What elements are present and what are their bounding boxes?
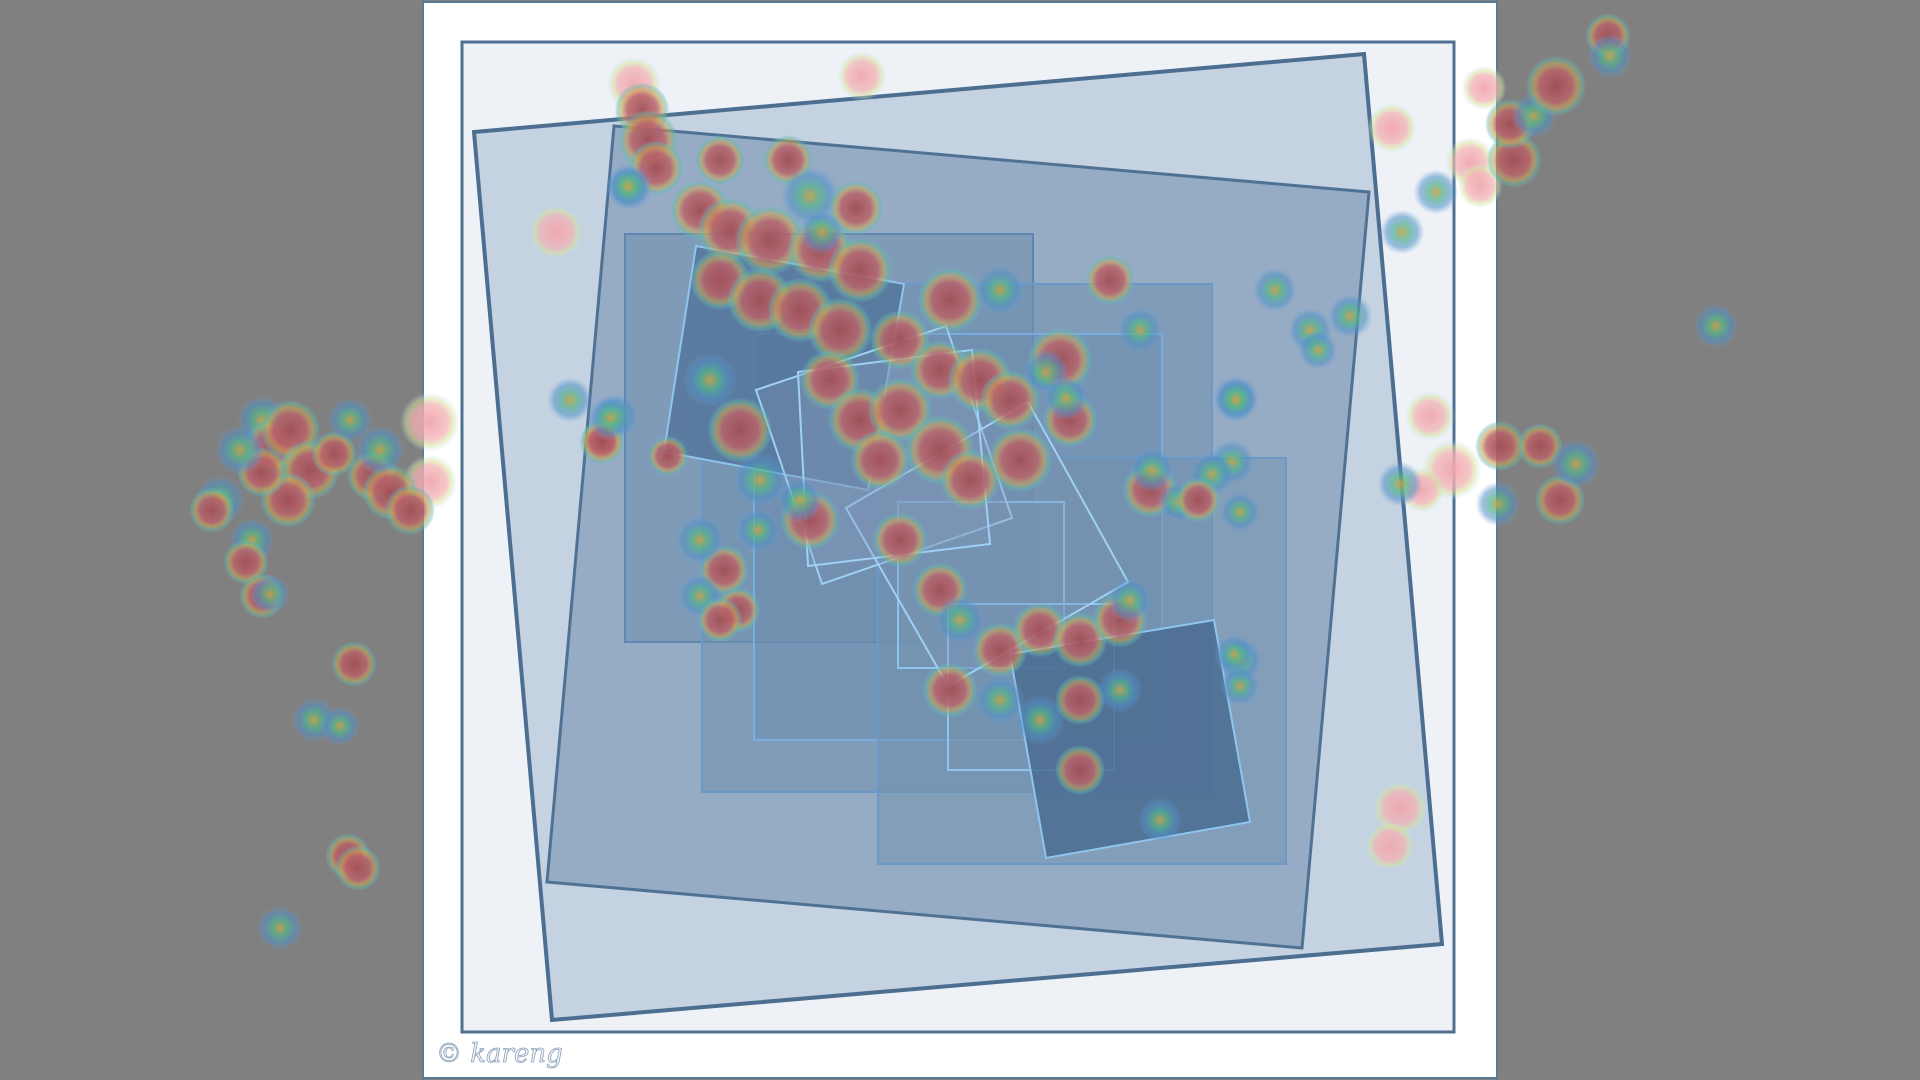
heat-spot: [1551, 439, 1601, 489]
heat-spot: [355, 425, 405, 475]
heat-spot: [223, 539, 269, 585]
heat-spot: [1214, 634, 1254, 674]
heat-spot: [697, 597, 743, 643]
heat-spot: [1107, 577, 1153, 623]
heat-spot: [1055, 675, 1105, 725]
heat-spot: [587, 395, 633, 441]
heat-spot: [732, 452, 788, 508]
heat-spot: [189, 487, 235, 533]
heat-spot: [1015, 695, 1065, 745]
heat-spot: [1405, 391, 1455, 441]
heat-spot: [1461, 65, 1507, 111]
heat-spot: [320, 706, 360, 746]
heat-spot: [980, 370, 1040, 430]
heat-spot: [1213, 377, 1259, 423]
heat-spot: [1377, 461, 1423, 507]
gaze-heatmap-overlay: [189, 13, 1739, 951]
heat-spot: [528, 204, 584, 260]
heat-spot: [675, 515, 725, 565]
heat-spot: [735, 205, 805, 275]
heat-spot: [1137, 797, 1183, 843]
heat-spot: [1220, 492, 1260, 532]
heat-spot: [917, 267, 983, 333]
heat-spot: [682, 352, 738, 408]
heat-spot: [327, 397, 373, 443]
heat-spot: [1175, 477, 1221, 523]
heat-spot: [311, 431, 357, 477]
heat-spot: [547, 377, 593, 423]
heat-spot: [837, 51, 887, 101]
heat-spot: [1367, 103, 1417, 153]
heat-spot: [1365, 821, 1415, 871]
heat-spot: [1129, 447, 1175, 493]
heat-spot: [250, 574, 290, 614]
heat-spot: [605, 163, 651, 209]
heat-spot: [1252, 267, 1298, 313]
heat-spot: [975, 675, 1025, 725]
heat-spot: [1517, 423, 1563, 469]
heat-spot: [1055, 745, 1105, 795]
heat-spot: [1097, 667, 1143, 713]
heat-spot: [1220, 666, 1260, 706]
heat-spot: [215, 425, 265, 475]
heat-spot: [777, 477, 823, 523]
heat-spot: [648, 436, 688, 476]
heat-spot: [872, 512, 928, 568]
heat-spot: [922, 662, 978, 718]
heat-spot: [827, 237, 893, 303]
heat-spot: [257, 905, 303, 951]
heat-spot: [1379, 209, 1425, 255]
heat-spot: [1413, 169, 1459, 215]
heat-spot: [707, 397, 773, 463]
heat-spot: [331, 641, 377, 687]
heat-spot: [1085, 255, 1135, 305]
heat-spot: [1526, 56, 1586, 116]
heat-spot: [1117, 307, 1163, 353]
heat-spot: [1475, 421, 1525, 471]
heat-spot: [1475, 481, 1521, 527]
heat-spot: [940, 450, 1000, 510]
heat-spot: [799, 209, 845, 255]
heat-spot: [1327, 293, 1373, 339]
heat-spot: [335, 845, 381, 891]
heat-spot: [400, 392, 460, 452]
heat-spot: [735, 507, 781, 553]
heat-spot: [975, 265, 1025, 315]
copyright-watermark: © kareng: [436, 1039, 563, 1069]
heat-spot: [1043, 375, 1089, 421]
heat-spot: [1298, 330, 1338, 370]
heat-spot: [935, 595, 985, 645]
heat-spot: [695, 135, 745, 185]
heat-spot: [828, 180, 884, 236]
heat-spot: [807, 297, 873, 363]
heat-spot: [385, 485, 435, 535]
heat-spot: [850, 430, 910, 490]
heat-spot: [1587, 33, 1633, 79]
heat-spot: [1693, 303, 1739, 349]
heat-spot: [987, 427, 1053, 493]
